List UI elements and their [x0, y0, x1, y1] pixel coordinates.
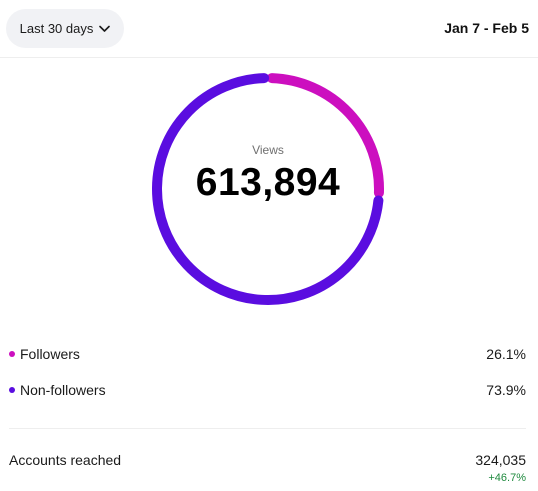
non-followers-arc [152, 73, 384, 305]
non-followers-label: Non-followers [20, 382, 106, 398]
header-bar: Last 30 days Jan 7 - Feb 5 [0, 0, 538, 58]
accounts-reached-change: +46.7% [488, 472, 526, 484]
views-donut-chart: Views 613,894 [148, 71, 388, 307]
followers-dot [9, 351, 15, 357]
non-followers-percent: 73.9% [486, 382, 526, 398]
accounts-reached-label: Accounts reached [9, 452, 122, 468]
section-divider [9, 428, 526, 429]
donut-ring [152, 73, 384, 305]
date-range-dropdown-label: Last 30 days [19, 21, 94, 36]
non-followers-dot [9, 387, 15, 393]
followers-percent: 26.1% [486, 346, 526, 362]
legend-row-non-followers: Non-followers 73.9% [9, 380, 526, 400]
views-label: Views [252, 143, 284, 157]
views-total: 613,894 [195, 161, 341, 204]
followers-arc [266, 73, 384, 198]
date-range-text: Jan 7 - Feb 5 [444, 20, 529, 36]
followers-label: Followers [20, 346, 80, 362]
date-range-dropdown[interactable]: Last 30 days [6, 9, 124, 48]
chevron-down-icon [99, 25, 111, 33]
legend-row-followers: Followers 26.1% [9, 344, 526, 364]
accounts-reached-value: 324,035 [475, 452, 526, 468]
